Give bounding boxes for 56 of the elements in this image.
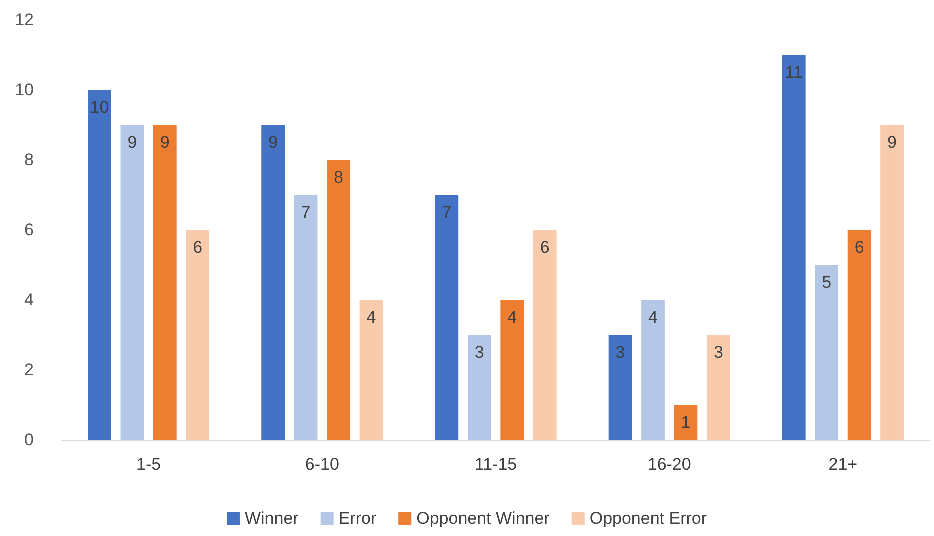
bar xyxy=(435,195,459,440)
data-label: 9 xyxy=(160,133,170,152)
x-tick-label: 16-20 xyxy=(648,455,692,474)
bar xyxy=(88,90,112,440)
y-tick-label: 0 xyxy=(24,430,34,450)
bar xyxy=(533,230,557,440)
data-label: 11 xyxy=(785,63,803,82)
legend-label: Winner xyxy=(244,509,300,528)
y-tick-label: 8 xyxy=(24,150,34,170)
data-label: 4 xyxy=(508,308,518,327)
bar xyxy=(468,335,492,440)
legend-label: Opponent Winner xyxy=(416,509,550,528)
data-label: 7 xyxy=(442,203,452,222)
x-tick-label: 1-5 xyxy=(136,455,162,474)
data-label: 3 xyxy=(714,343,724,362)
x-tick-label: 11-15 xyxy=(474,455,518,474)
x-tick-label: 21+ xyxy=(828,455,858,474)
data-label: 9 xyxy=(888,133,898,152)
legend-label: Opponent Error xyxy=(590,509,708,528)
bar xyxy=(500,300,524,440)
y-tick-label: 6 xyxy=(24,220,34,240)
y-tick-label: 4 xyxy=(24,290,34,310)
bar xyxy=(186,230,210,440)
data-label: 3 xyxy=(474,343,484,362)
data-label: 7 xyxy=(301,203,311,222)
data-label: 8 xyxy=(334,168,344,187)
data-label: 5 xyxy=(822,273,832,292)
bar xyxy=(642,300,665,440)
bar xyxy=(262,125,286,440)
y-tick-label: 10 xyxy=(15,80,34,100)
bar xyxy=(360,300,384,440)
bar xyxy=(327,160,350,440)
data-label: 6 xyxy=(854,238,864,257)
data-label: 4 xyxy=(366,308,376,327)
data-label: 6 xyxy=(540,238,550,257)
bar xyxy=(153,125,177,440)
data-label: 6 xyxy=(193,238,203,257)
bar xyxy=(120,125,144,440)
bar xyxy=(880,125,904,440)
bar xyxy=(782,55,806,440)
data-label: 9 xyxy=(268,133,278,152)
y-tick-label: 2 xyxy=(24,360,34,380)
data-label: 10 xyxy=(90,98,110,117)
bar xyxy=(706,335,730,440)
x-tick-label: 6-10 xyxy=(305,455,340,474)
data-label: 9 xyxy=(128,133,138,152)
data-label: 1 xyxy=(681,413,691,432)
bar xyxy=(294,195,318,440)
y-tick-label: 12 xyxy=(15,10,34,30)
legend-label: Error xyxy=(338,509,377,528)
bar xyxy=(848,230,872,440)
bar xyxy=(815,265,839,440)
data-label: 4 xyxy=(648,308,658,327)
bar xyxy=(674,405,698,440)
bar xyxy=(608,335,632,440)
data-label: 3 xyxy=(616,343,626,362)
